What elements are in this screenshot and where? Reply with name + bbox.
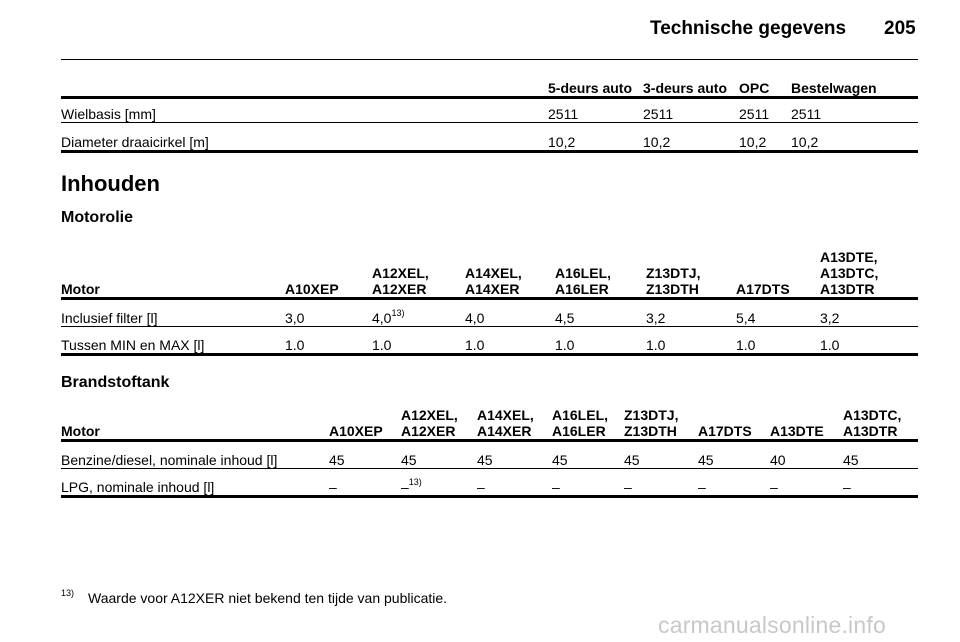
table-cell: 45 bbox=[843, 440, 918, 469]
table-cell: 10,2 bbox=[791, 122, 918, 153]
table-cell: –13) bbox=[401, 468, 477, 498]
table-header: A17DTS bbox=[736, 236, 820, 300]
footnote-reference: 13) bbox=[391, 307, 405, 318]
table-cell: Inclusief filter [l] bbox=[61, 298, 285, 327]
table-header: A17DTS bbox=[698, 396, 770, 442]
table-cell: 2511 bbox=[739, 97, 791, 123]
table-cell: Diameter draaicirkel [m] bbox=[61, 122, 548, 153]
table-row: Tussen MIN en MAX [l] 1.0 1.0 1.0 1.0 1.… bbox=[61, 326, 918, 356]
table-cell: LPG, nominale inhoud [l] bbox=[61, 468, 329, 498]
table-cell: – bbox=[329, 468, 401, 498]
table-cell: – bbox=[770, 468, 843, 498]
table-cell: 1.0 bbox=[646, 326, 736, 356]
table-header: A14XEL, A14XER bbox=[477, 396, 552, 442]
table-cell: 45 bbox=[698, 440, 770, 469]
table-header: 3-deurs auto bbox=[643, 78, 739, 99]
table-cell: 45 bbox=[624, 440, 698, 469]
table-cell: 4,0 bbox=[465, 298, 555, 327]
cell-value: – bbox=[401, 478, 409, 495]
table-header: Motor bbox=[61, 236, 285, 300]
table-cell: 40 bbox=[770, 440, 843, 469]
table-cell: 5,4 bbox=[736, 298, 820, 327]
section-title: Inhouden bbox=[61, 171, 160, 196]
table-header: A13DTE bbox=[770, 396, 843, 442]
footnote: 13) Waarde voor A12XER niet bekend ten ti… bbox=[61, 588, 448, 606]
table-cell: Wielbasis [mm] bbox=[61, 97, 548, 123]
table-cell: 2511 bbox=[791, 97, 918, 123]
dimensions-table: 5-deurs auto 3-deurs auto OPC Bestelwage… bbox=[61, 78, 918, 153]
table-cell: – bbox=[624, 468, 698, 498]
table-header: A13DTC, A13DTR bbox=[843, 396, 918, 442]
table-cell: 3,2 bbox=[820, 298, 918, 327]
table-cell: 1.0 bbox=[736, 326, 820, 356]
table-header: Z13DTJ, Z13DTH bbox=[646, 236, 736, 300]
table-header: Bestelwagen bbox=[791, 78, 918, 99]
table-cell: 45 bbox=[329, 440, 401, 469]
table-cell: 1.0 bbox=[555, 326, 646, 356]
table-cell: 1.0 bbox=[820, 326, 918, 356]
table-cell: 10,2 bbox=[643, 122, 739, 153]
table-header: A16LEL, A16LER bbox=[555, 236, 646, 300]
page-number: 205 bbox=[884, 18, 916, 39]
table-cell: 10,2 bbox=[548, 122, 643, 153]
table-cell: Tussen MIN en MAX [l] bbox=[61, 326, 285, 356]
table-header: A12XEL, A12XER bbox=[401, 396, 477, 442]
table-cell: 45 bbox=[401, 440, 477, 469]
table-header: A10XEP bbox=[329, 396, 401, 442]
table-header: A16LEL, A16LER bbox=[552, 396, 624, 442]
table-cell: 4,5 bbox=[555, 298, 646, 327]
table-cell: 1.0 bbox=[465, 326, 555, 356]
table-cell: 10,2 bbox=[739, 122, 791, 153]
table-cell: 45 bbox=[477, 440, 552, 469]
table-cell: 2511 bbox=[643, 97, 739, 123]
table-header: OPC bbox=[739, 78, 791, 99]
table-cell: – bbox=[477, 468, 552, 498]
oil-table: Motor A10XEP A12XEL, A12XER A14XEL, A14X… bbox=[61, 236, 918, 356]
footnote-reference: 13) bbox=[408, 476, 422, 487]
table-row: LPG, nominale inhoud [l] – –13) – – – – … bbox=[61, 468, 918, 498]
table-header: A13DTE, A13DTC, A13DTR bbox=[820, 236, 918, 300]
subsection-title: Brandstoftank bbox=[61, 374, 170, 391]
table-cell: – bbox=[843, 468, 918, 498]
table-cell: 4,013) bbox=[372, 298, 465, 327]
table-header: Motor bbox=[61, 396, 329, 442]
table-cell: Benzine/diesel, nominale inhoud [l] bbox=[61, 440, 329, 469]
table-header: A10XEP bbox=[285, 236, 372, 300]
table-cell: – bbox=[552, 468, 624, 498]
table-cell: 3,0 bbox=[285, 298, 372, 327]
table-row: Inclusief filter [l] 3,0 4,013) 4,0 4,5 … bbox=[61, 298, 918, 327]
footnote-mark: 13) bbox=[61, 588, 75, 598]
table-header: 5-deurs auto bbox=[548, 78, 643, 99]
footnote-text: Waarde voor A12XER niet bekend ten tijde… bbox=[88, 590, 448, 606]
table-header: A12XEL, A12XER bbox=[372, 236, 465, 300]
table-cell: 1.0 bbox=[372, 326, 465, 356]
table-cell: 45 bbox=[552, 440, 624, 469]
table-cell: 1.0 bbox=[285, 326, 372, 356]
table-cell: – bbox=[698, 468, 770, 498]
subsection-title: Motorolie bbox=[61, 209, 133, 226]
header-divider bbox=[61, 59, 918, 60]
fuel-table: Motor A10XEP A12XEL, A12XER A14XEL, A14X… bbox=[61, 396, 918, 498]
cell-value: 4,0 bbox=[372, 309, 392, 326]
table-cell: 2511 bbox=[548, 97, 643, 123]
table-cell: 3,2 bbox=[646, 298, 736, 327]
table-row: Wielbasis [mm] 2511 2511 2511 2511 bbox=[61, 97, 918, 123]
table-header: Z13DTJ, Z13DTH bbox=[624, 396, 698, 442]
page-title: Technische gegevens bbox=[650, 18, 847, 39]
table-header bbox=[61, 78, 548, 99]
watermark: carmanualsonline.info bbox=[658, 612, 886, 638]
table-header: A14XEL, A14XER bbox=[465, 236, 555, 300]
table-row: Diameter draaicirkel [m] 10,2 10,2 10,2 … bbox=[61, 122, 918, 153]
table-row: Benzine/diesel, nominale inhoud [l] 45 4… bbox=[61, 440, 918, 469]
